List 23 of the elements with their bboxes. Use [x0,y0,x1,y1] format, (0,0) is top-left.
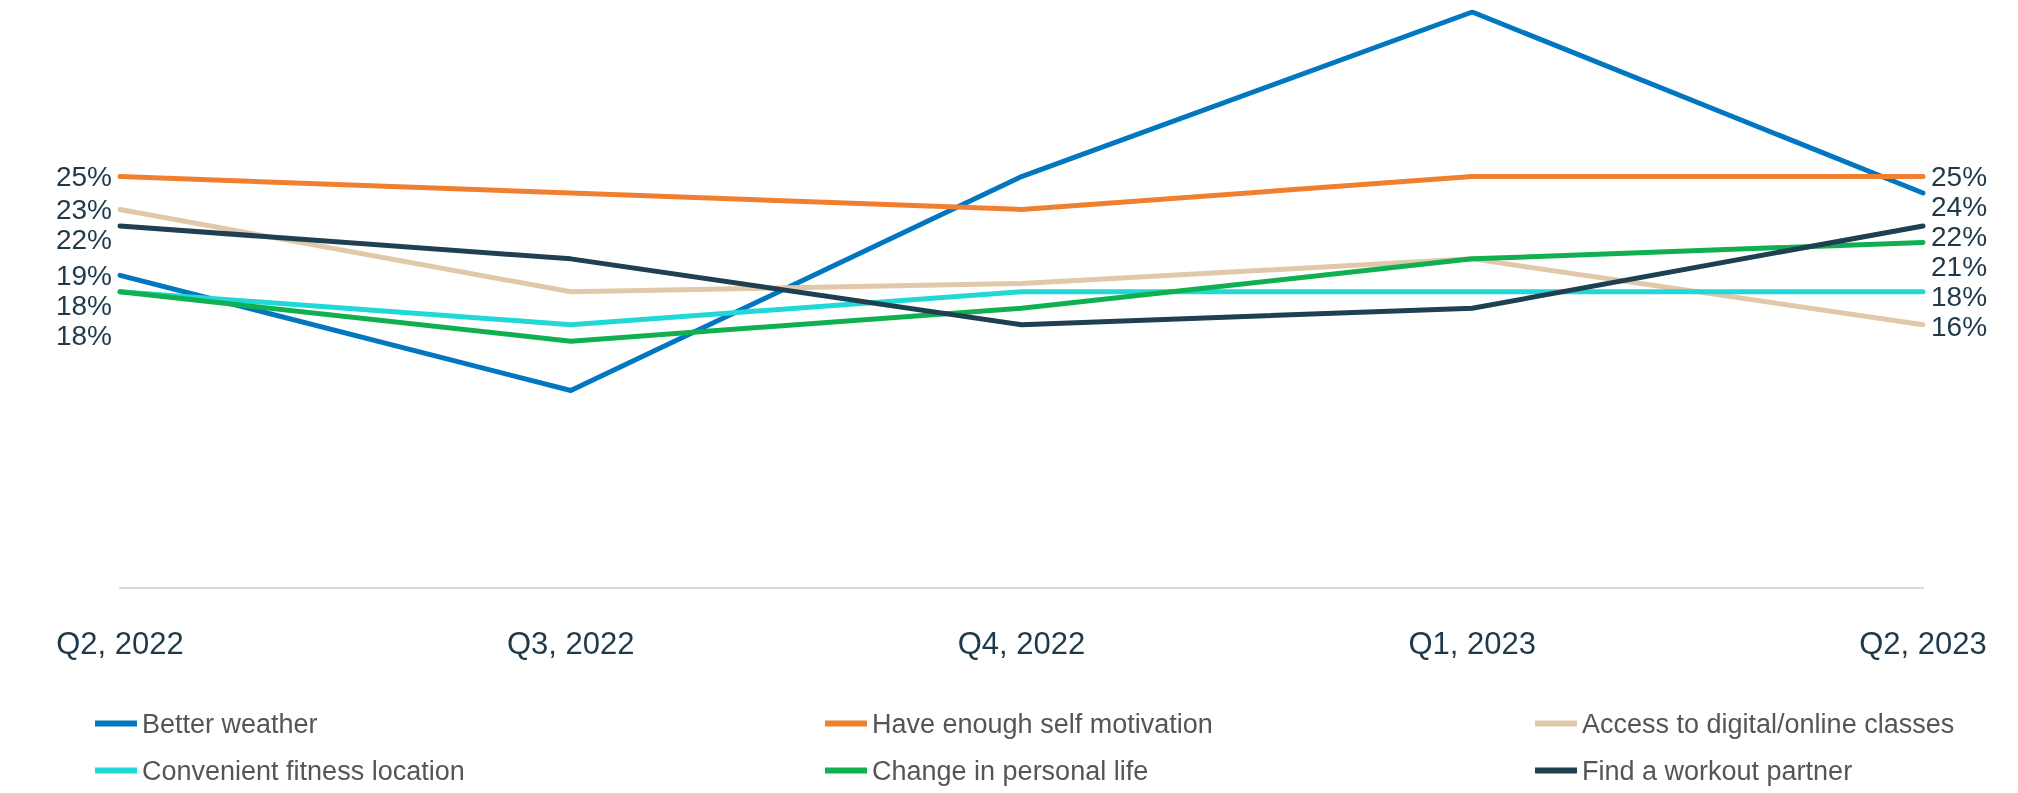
legend-label: Convenient fitness location [142,755,465,786]
data-label: 22% [1931,221,1988,253]
legend-label: Better weather [142,708,318,739]
data-label: 18% [55,319,112,351]
data-label: 24% [1931,191,1988,223]
legend-label: Find a workout partner [1582,755,1853,786]
data-label: 18% [55,289,112,321]
data-label: 21% [1931,251,1988,283]
data-label: 18% [1931,281,1988,313]
legend-label: Have enough self motivation [872,708,1213,739]
data-label: 25% [1931,161,1988,193]
data-label: 25% [55,161,112,193]
x-tick-label: Q4, 2022 [957,626,1086,661]
x-tick-label: Q3, 2022 [506,626,635,661]
data-label: 23% [55,193,112,225]
data-label: 22% [55,223,112,255]
x-tick-label: Q2, 2022 [56,626,184,661]
data-label: 16% [1931,311,1988,343]
legend-label: Access to digital/online classes [1582,708,1955,739]
x-tick-label: Q2, 2023 [1859,626,1987,661]
data-label: 19% [55,259,112,291]
legend-label: Change in personal life [872,755,1149,786]
x-tick-label: Q1, 2023 [1408,626,1537,661]
